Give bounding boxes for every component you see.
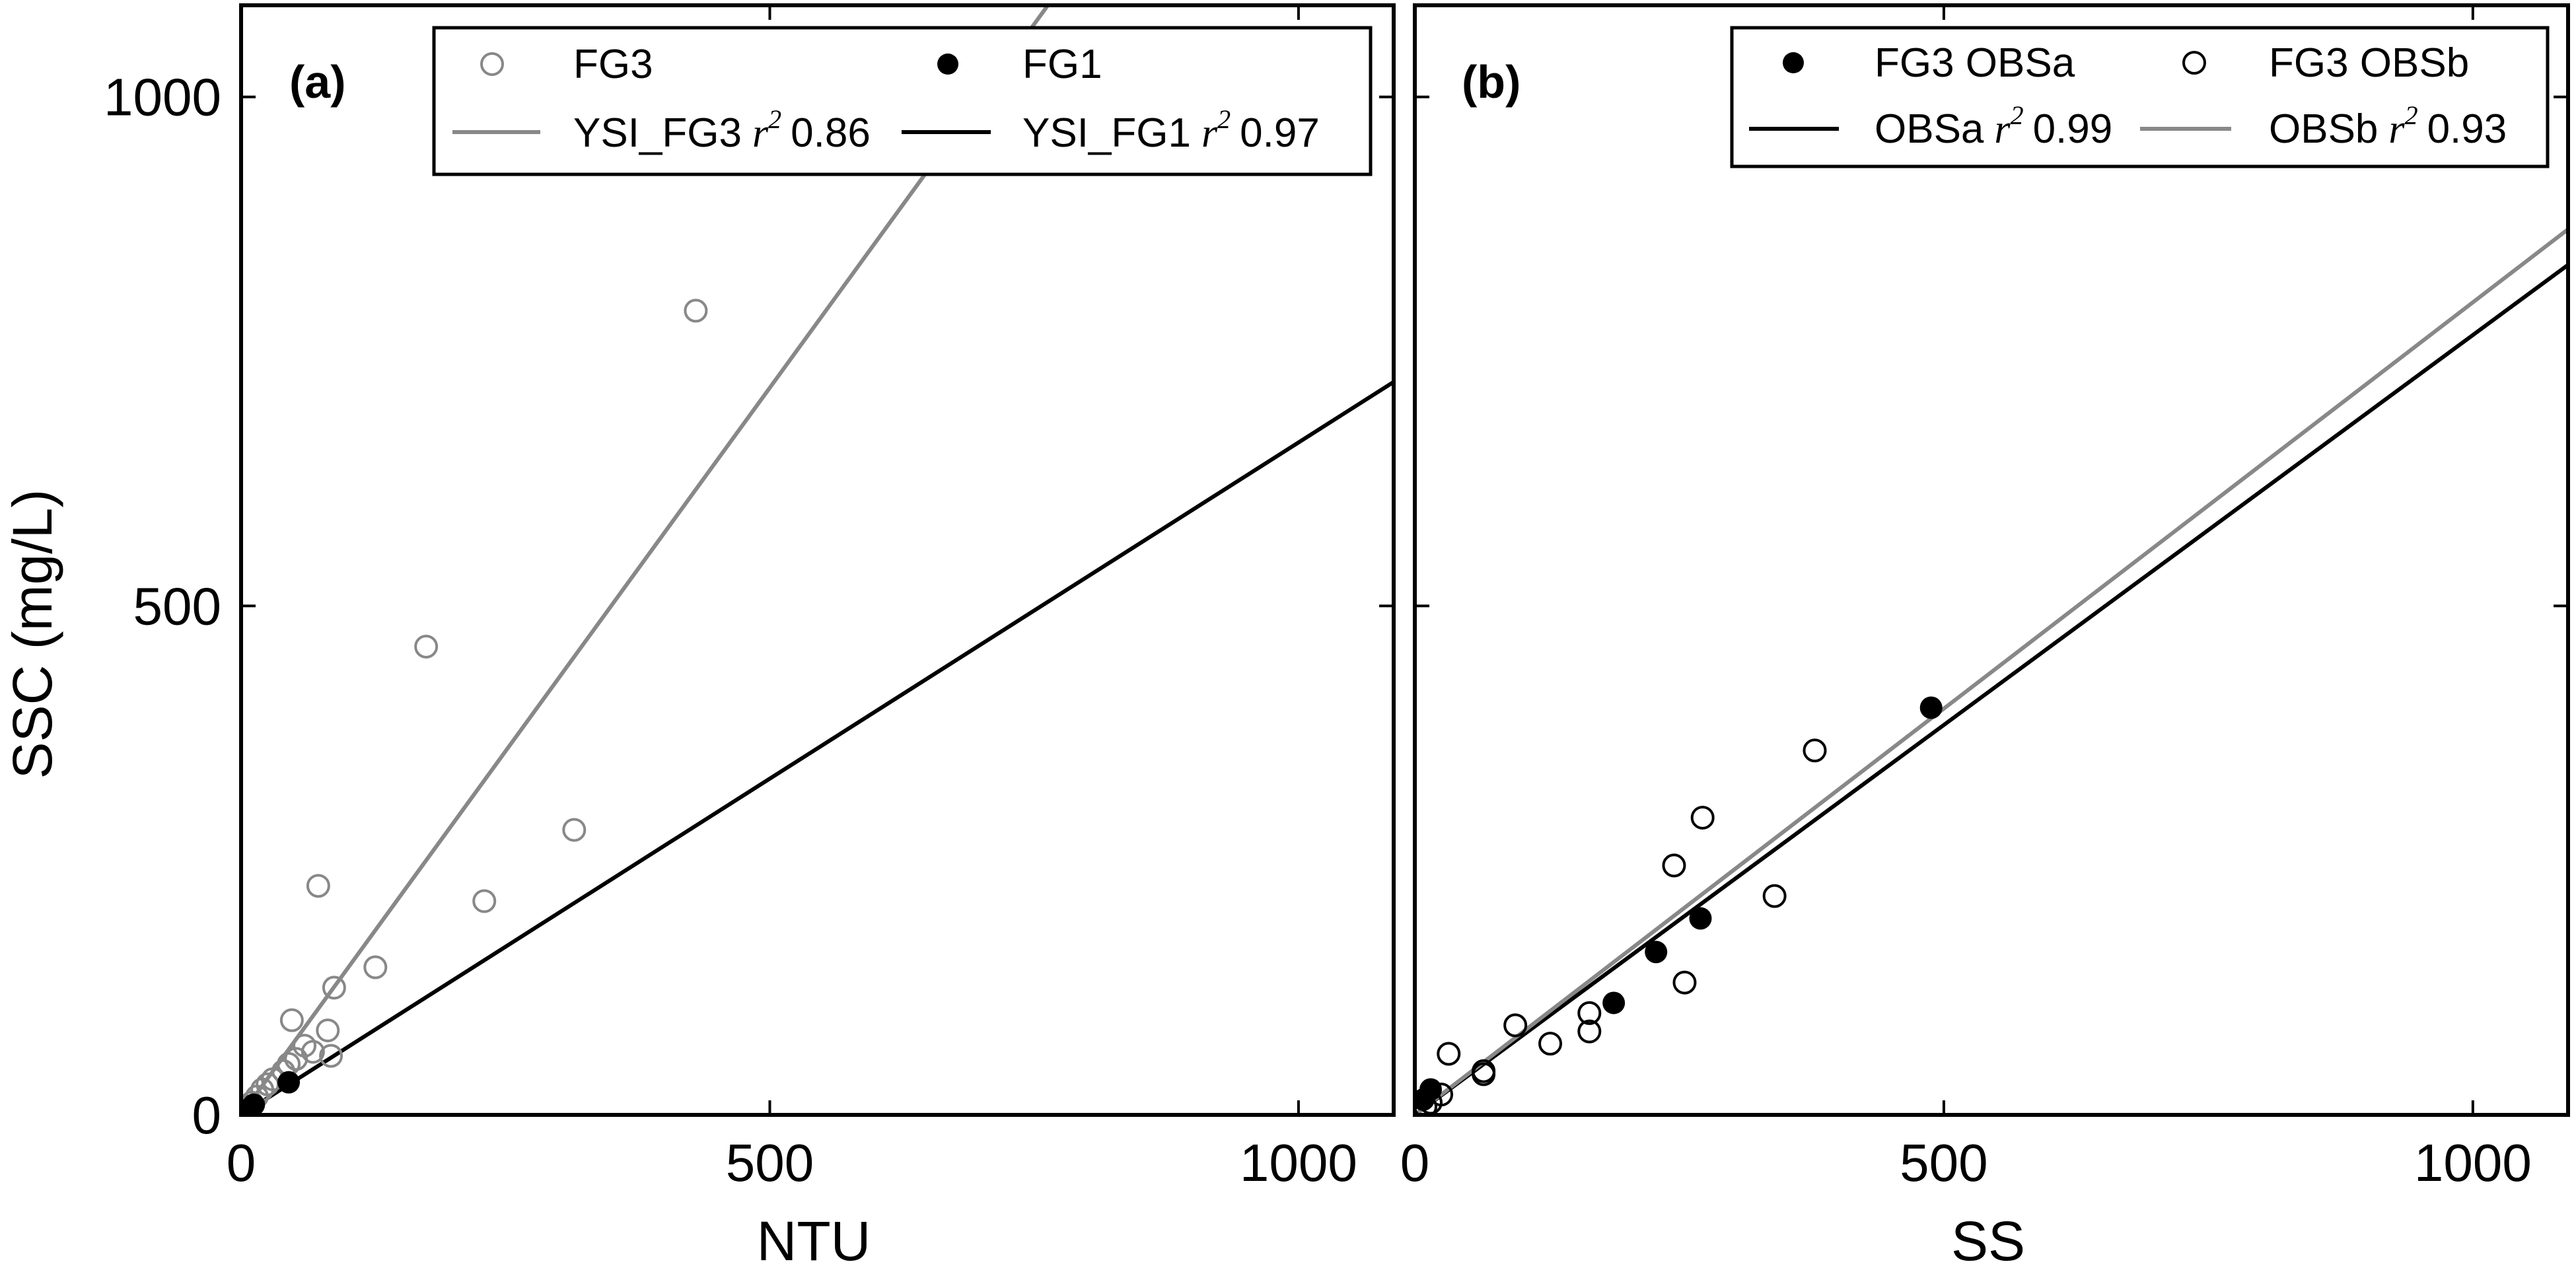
- legend-label-line-obsa: OBSa r2 0.99: [1875, 100, 2112, 152]
- point-fg3-obsb: [1762, 884, 1787, 908]
- legend-label-obsb: FG3 OBSb: [2269, 40, 2469, 86]
- plot-area-b: [1415, 227, 2568, 1115]
- legend-r2-value-fg1: 0.97: [1240, 110, 1320, 156]
- legend-marker-obsa: [1783, 52, 1804, 73]
- y-axis-label: SSC (mg/L): [1, 489, 63, 779]
- legend-r2-power-obsa: 2: [2011, 100, 2024, 130]
- legend-r2-value-obsb: 0.93: [2427, 106, 2507, 152]
- x-axis-label-a: NTU: [757, 1210, 871, 1272]
- axes-frame-b: [1413, 3, 2570, 1117]
- legend-marker-fg3: [480, 52, 504, 76]
- legend-label-ysi-fg1: YSI_FG1 r2 0.97: [1022, 104, 1320, 156]
- legend-obsb-name: OBSb: [2269, 106, 2378, 152]
- point-fg3-obsb: [1503, 1013, 1528, 1038]
- fit-line-obsb: [1415, 227, 2568, 1115]
- panel-b: (b) SS 0 500 1000 FG3 OBSa FG3 OBSb OBSa r2…: [1400, 3, 2570, 1272]
- legend-r2-symbol-obsa: r: [1994, 107, 2011, 152]
- legend-a: FG3 FG1 YSI_FG3 r2 0.86 YSI_FG1 r2 0.97: [432, 26, 1373, 176]
- legend-box-a: [432, 26, 1373, 176]
- x-tick-label-b: 500: [1900, 1133, 1987, 1192]
- x-tick-label-a: 0: [227, 1133, 256, 1192]
- legend-r2-symbol-fg1: r: [1201, 111, 1218, 156]
- legend-marker-fg1: [937, 53, 958, 75]
- legend-r2-symbol-obsb: r: [2388, 107, 2405, 152]
- legend-label-fg1: FG1: [1022, 42, 1102, 87]
- legend-ysi-fg1-name: YSI_FG1: [1022, 110, 1191, 156]
- plot-area-a: [241, 5, 1394, 1115]
- legend-r2-power-obsb: 2: [2405, 100, 2418, 130]
- legend-r2-value-obsa: 0.99: [2033, 106, 2113, 152]
- legend-r2-symbol-fg3: r: [752, 111, 769, 156]
- point-fg3: [414, 635, 439, 659]
- legend-r2-value-fg3: 0.86: [791, 110, 871, 156]
- axes-frame-a: [239, 3, 1396, 1117]
- point-fg3: [284, 1047, 308, 1071]
- y-tick-label-a: 0: [192, 1086, 222, 1145]
- x-tick-label-a: 1000: [1240, 1133, 1357, 1192]
- y-tick-label-a: 1000: [104, 68, 221, 127]
- point-fg3-obsb: [1803, 738, 1827, 763]
- point-fg3: [306, 874, 330, 898]
- legend-r2-power-fg1: 2: [1217, 104, 1231, 134]
- panel-label-b: (b): [1462, 56, 1521, 108]
- point-fg3: [472, 889, 497, 913]
- legend-label-ysi-fg3: YSI_FG3 r2 0.86: [573, 104, 871, 156]
- legend-label-line-obsb: OBSb r2 0.93: [2269, 100, 2507, 152]
- panel-label-a: (a): [289, 56, 346, 108]
- point-fg3: [684, 299, 708, 323]
- legend-marker-obsb: [2182, 51, 2206, 75]
- point-fg1: [241, 1097, 261, 1115]
- legend-box-b: [1730, 26, 2550, 168]
- point-fg3: [322, 976, 346, 1000]
- point-fg3-obsb: [1672, 970, 1697, 995]
- fit-line-ysi-fg3: [241, 5, 1051, 1115]
- fit-line-ysi-fg1: [241, 380, 1394, 1115]
- fit-line-obsa: [1415, 263, 2568, 1115]
- point-fg3-obsa: [1919, 696, 1943, 719]
- point-fg3-obsb: [1577, 1019, 1602, 1044]
- point-fg3-obsb: [1662, 853, 1686, 878]
- point-fg3-obsb: [1690, 805, 1715, 830]
- x-tick-label-a: 500: [726, 1133, 814, 1192]
- point-fg1: [277, 1071, 301, 1094]
- point-fg3: [363, 955, 388, 979]
- x-tick-label-b: 0: [1400, 1133, 1430, 1192]
- legend-r2-power-fg3: 2: [768, 104, 781, 134]
- point-fg3-obsa: [1602, 991, 1626, 1014]
- point-fg3: [316, 1018, 340, 1043]
- point-fg3-obsa: [1689, 907, 1712, 930]
- legend-ysi-fg3-name: YSI_FG3: [573, 110, 742, 156]
- legend-label-fg3: FG3: [573, 42, 653, 87]
- point-fg3-obsa: [1645, 941, 1668, 964]
- x-tick-label-b: 1000: [2414, 1133, 2532, 1192]
- point-fg3: [319, 1044, 343, 1068]
- point-fg3: [562, 818, 587, 842]
- point-fg3: [279, 1008, 304, 1032]
- panel-a: (a) NTU 0 500 1000 0 500 1000 FG3 FG1 YSI_FG3…: [104, 3, 1396, 1272]
- point-fg3-obsb: [1538, 1032, 1563, 1056]
- point-fg3-obsb: [1577, 1001, 1602, 1025]
- legend-b: FG3 OBSa FG3 OBSb OBSa r2 0.99 OBSb r2 0.93: [1730, 26, 2550, 168]
- point-fg3-obsb: [1472, 1062, 1496, 1086]
- legend-obsa-name: OBSa: [1875, 106, 1984, 152]
- y-tick-label-a: 500: [133, 577, 221, 635]
- legend-label-obsa: FG3 OBSa: [1875, 40, 2075, 86]
- x-axis-label-b: SS: [1951, 1210, 2025, 1272]
- point-fg3-obsb: [1437, 1042, 1461, 1066]
